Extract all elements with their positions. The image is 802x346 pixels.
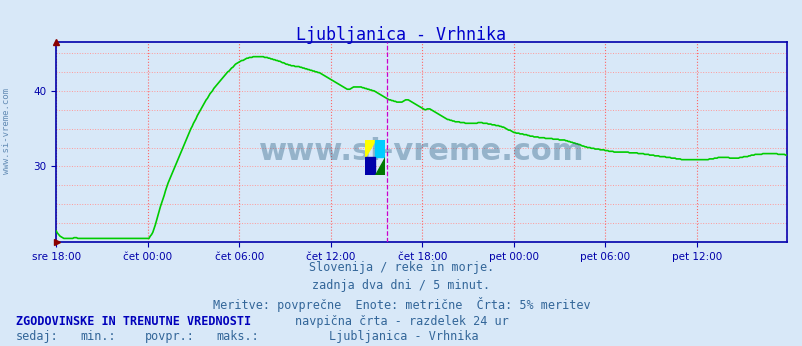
Text: maks.:: maks.:	[217, 330, 259, 344]
Text: ZGODOVINSKE IN TRENUTNE VREDNOSTI: ZGODOVINSKE IN TRENUTNE VREDNOSTI	[16, 315, 251, 328]
Text: zadnja dva dni / 5 minut.: zadnja dva dni / 5 minut.	[312, 279, 490, 292]
Text: www.si-vreme.com: www.si-vreme.com	[2, 89, 11, 174]
Polygon shape	[365, 140, 375, 157]
Text: Meritve: povprečne  Enote: metrične  Črta: 5% meritev: Meritve: povprečne Enote: metrične Črta:…	[213, 297, 589, 312]
Text: www.si-vreme.com: www.si-vreme.com	[258, 137, 584, 166]
Text: Slovenija / reke in morje.: Slovenija / reke in morje.	[309, 261, 493, 274]
Text: Ljubljanica - Vrhnika: Ljubljanica - Vrhnika	[329, 330, 478, 344]
Polygon shape	[375, 140, 385, 157]
Polygon shape	[365, 157, 375, 175]
Text: sedaj:: sedaj:	[16, 330, 59, 344]
Text: Ljubljanica - Vrhnika: Ljubljanica - Vrhnika	[296, 26, 506, 44]
Text: navpična črta - razdelek 24 ur: navpična črta - razdelek 24 ur	[294, 315, 508, 328]
Text: povpr.:: povpr.:	[144, 330, 194, 344]
Text: min.:: min.:	[80, 330, 115, 344]
Polygon shape	[375, 157, 385, 175]
